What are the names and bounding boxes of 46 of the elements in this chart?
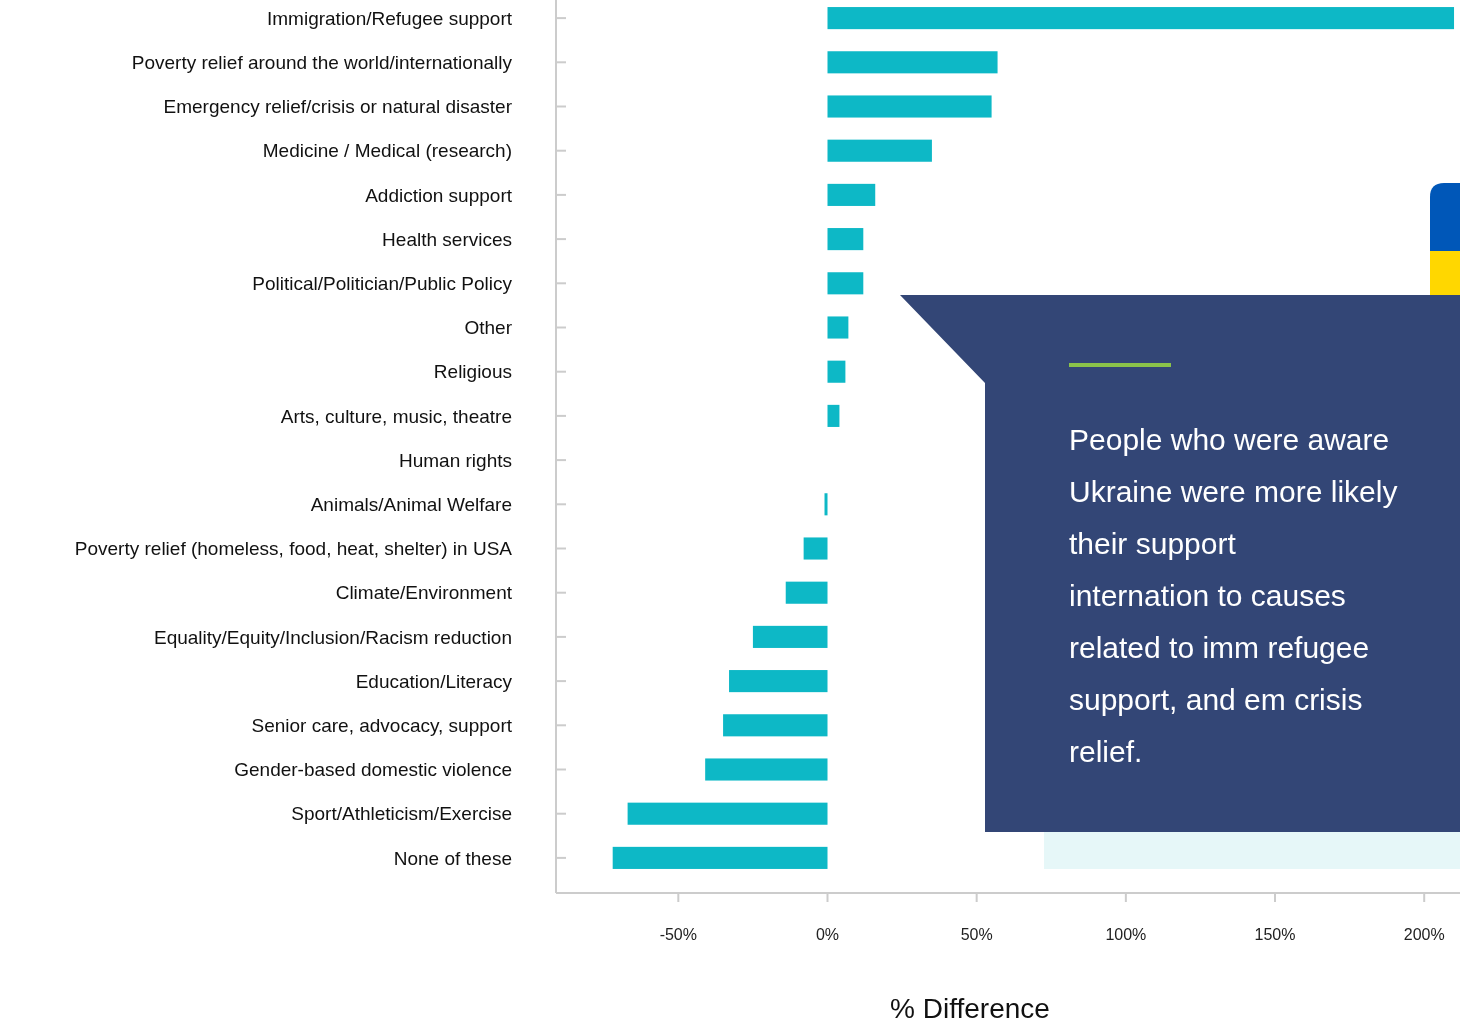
bar: [612, 846, 828, 869]
y-tick-label: Poverty relief around the world/internationally: [131, 51, 513, 73]
bar: [803, 537, 828, 560]
bar: [827, 51, 998, 74]
y-tick-label: Arts, culture, music, theatre: [280, 405, 512, 427]
y-tick-label: Gender-based domestic violence: [234, 759, 512, 781]
bar: [752, 625, 828, 648]
x-tick-label: 100%: [1105, 926, 1147, 943]
y-tick-label: Other: [464, 317, 513, 339]
y-tick-label: Poverty relief (homeless, food, heat, shelter) in USA: [74, 538, 513, 560]
y-tick-label: Addiction support: [365, 184, 513, 206]
y-tick-label: Health services: [382, 228, 512, 250]
bar: [827, 272, 864, 295]
annotation: People who were aware Ukraine were more likely their support internation to causes related to imm refugee support, and em crisis relief.: [1069, 423, 1398, 768]
x-tick-label: 200%: [1403, 926, 1445, 943]
y-tick-label: Religious: [433, 361, 512, 383]
bar: [827, 7, 1455, 30]
y-tick-label: Human rights: [399, 449, 512, 471]
y-tick-label: Education/Literacy: [355, 670, 513, 692]
x-axis-title: % Difference: [890, 993, 1050, 1023]
bar: [729, 670, 828, 693]
x-tick-label: 0%: [815, 926, 840, 943]
bar: [827, 139, 932, 162]
y-tick-label: None of these: [393, 847, 512, 869]
bar: [827, 183, 876, 206]
bar: [827, 95, 992, 118]
y-tick-label: Climate/Environment: [335, 582, 513, 604]
x-tick-label: 150%: [1254, 926, 1296, 943]
bar: [827, 404, 840, 427]
bar: [827, 316, 849, 339]
y-tick-label: Equality/Equity/Inclusion/Racism reduction: [153, 626, 512, 648]
bar: [827, 360, 846, 383]
y-tick-label: Senior care, advocacy, support: [251, 714, 513, 736]
x-tick-label: -50%: [659, 926, 697, 943]
y-tick-label: Medicine / Medical (research): [262, 140, 512, 162]
x-tick-label: 50%: [960, 926, 993, 943]
y-tick-label: Sport/Athleticism/Exercise: [291, 803, 512, 825]
bar: [705, 758, 828, 781]
bar: [723, 714, 828, 737]
bar: [627, 802, 828, 825]
bar: [785, 581, 828, 604]
y-tick-label: Animals/Animal Welfare: [310, 493, 512, 515]
y-tick-label: Immigration/Refugee support: [266, 7, 513, 29]
bar: [827, 228, 864, 251]
y-tick-label: Political/Politician/Public Policy: [252, 272, 513, 294]
y-tick-label: Emergency relief/crisis or natural disaster: [163, 96, 513, 118]
